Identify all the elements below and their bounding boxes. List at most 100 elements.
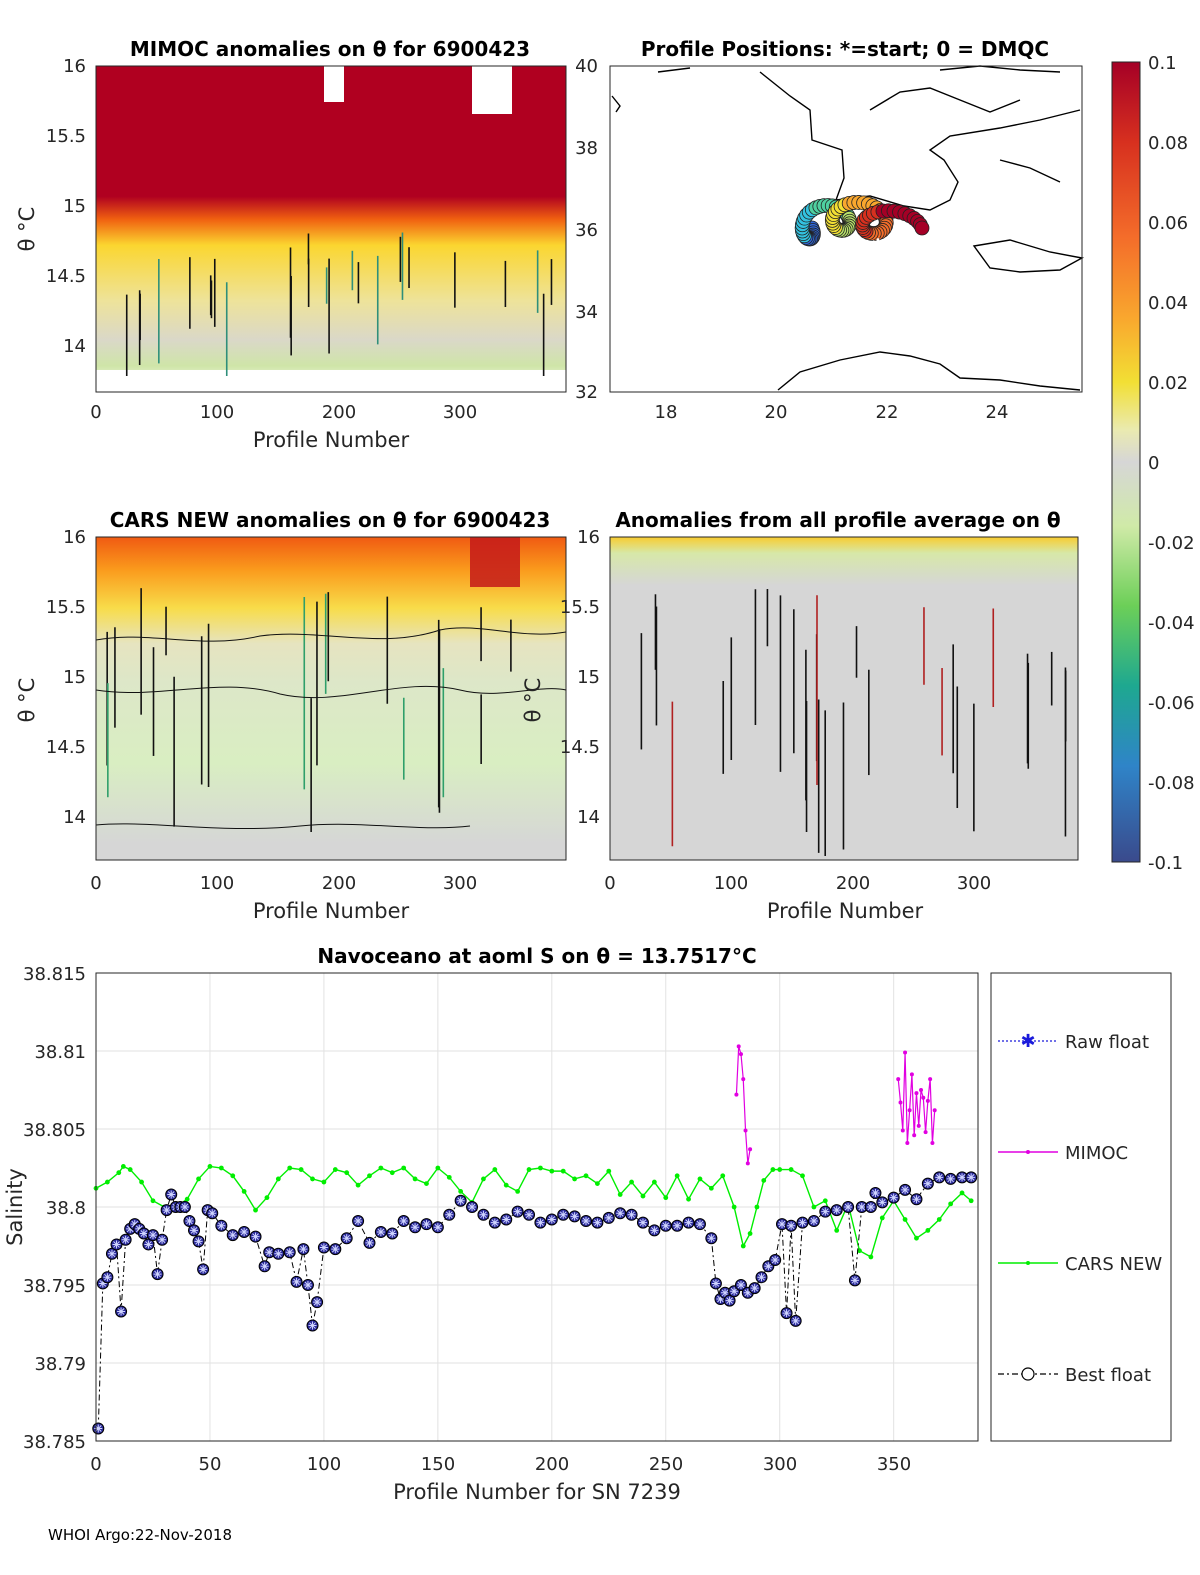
mimoc-point: [932, 1108, 937, 1113]
raw-float-point: [857, 1203, 866, 1211]
cars-new-point: [747, 1231, 753, 1236]
cars-new-point: [948, 1201, 954, 1207]
legend-label: CARS NEW: [1065, 1254, 1162, 1275]
cars-new-point: [572, 1176, 578, 1182]
mimoc-xlabel: Profile Number: [253, 428, 410, 452]
cars-ytick: 14.5: [46, 737, 86, 758]
mimoc-ytick: 14.5: [46, 266, 86, 287]
cars-new-point: [583, 1173, 589, 1179]
salinity-xtick: 350: [877, 1454, 911, 1475]
cars-new-point: [515, 1189, 521, 1194]
average-xtick: 200: [836, 873, 870, 894]
average-xtick: 300: [957, 873, 991, 894]
map-ytick: 40: [575, 56, 598, 77]
colorbar-ticks: 0.1 0.08 0.06 0.04 0.02 0 -0.02 -0.04 -0…: [1148, 53, 1195, 874]
raw-float-point: [190, 1226, 198, 1235]
cars-new-point: [731, 1204, 737, 1210]
mimoc-point: [900, 1128, 905, 1133]
raw-float-point: [158, 1235, 167, 1244]
raw-float-point: [782, 1309, 791, 1318]
raw-float-point: [135, 1224, 144, 1233]
mimoc-point: [912, 1133, 917, 1138]
cars-new-point: [740, 1243, 746, 1249]
cars-new-point: [538, 1165, 543, 1171]
cars-new-point: [811, 1204, 817, 1210]
map-ytick: 34: [575, 302, 598, 323]
raw-float-point: [871, 1188, 880, 1197]
map-xtick: 18: [655, 402, 678, 423]
raw-float-point: [778, 1220, 786, 1229]
salinity-title: Navoceano at aoml S on θ = 13.7517°C: [317, 944, 756, 968]
colorbar-tick: 0.06: [1148, 213, 1188, 234]
salinity-yticks: 38.815 38.81 38.805 38.8 38.795 38.79 38…: [23, 964, 86, 1453]
raw-float-point: [490, 1218, 499, 1227]
mimoc-point: [745, 1161, 750, 1166]
mimoc-point: [896, 1077, 901, 1082]
legend-box: [990, 972, 1172, 1442]
raw-float-point: [844, 1203, 853, 1211]
salinity-xtick: 50: [199, 1454, 222, 1475]
colorbar-tick: 0.04: [1148, 293, 1188, 314]
cars-new-point: [264, 1195, 270, 1201]
raw-float-point: [342, 1234, 351, 1243]
legend-label: MIMOC: [1065, 1143, 1128, 1164]
raw-float-point: [180, 1203, 189, 1211]
colorbar-tick: -0.1: [1148, 853, 1183, 874]
cars-new-point: [218, 1165, 224, 1171]
salinity-axes: [95, 972, 979, 1442]
mimoc-point: [743, 1128, 748, 1133]
cars-new-point: [120, 1164, 126, 1169]
colorbar-tick: 0.02: [1148, 373, 1188, 394]
cars-new-point: [287, 1165, 293, 1171]
cars-new-point: [458, 1189, 464, 1194]
cars-new-point: [770, 1167, 776, 1172]
legend-best-float: Best float: [998, 1365, 1151, 1386]
raw-float-point: [695, 1220, 704, 1229]
cars-new-point: [674, 1173, 680, 1179]
cars-new-point: [378, 1165, 384, 1171]
cars-new-point: [253, 1207, 258, 1213]
raw-float-point: [593, 1218, 602, 1227]
raw-float-point: [399, 1217, 408, 1226]
raw-float-point: [536, 1218, 545, 1227]
raw-float-point: [265, 1248, 274, 1257]
mimoc-xtick: 200: [322, 402, 356, 423]
cars-new-point: [424, 1181, 429, 1186]
map-xtick: 22: [876, 402, 899, 423]
raw-float-point: [616, 1209, 625, 1218]
mimoc-gap: [324, 66, 344, 102]
cars-new-point: [298, 1167, 304, 1172]
raw-float-point: [736, 1281, 745, 1289]
raw-float-point: [144, 1240, 153, 1249]
raw-float-point: [721, 1288, 730, 1297]
cars-new-point: [697, 1176, 703, 1182]
cars-new-point: [196, 1176, 201, 1182]
cars-new-point: [754, 1204, 760, 1210]
raw-float-point: [107, 1249, 116, 1258]
dot-marker-icon: [1026, 1150, 1030, 1154]
raw-float-point: [730, 1287, 739, 1296]
best-float-series: [92, 1171, 978, 1435]
cars-new-point: [127, 1167, 133, 1172]
cars-axes: [95, 536, 567, 861]
raw-float-point: [547, 1215, 556, 1224]
raw-float-point: [935, 1173, 944, 1182]
profile-position: [914, 220, 930, 236]
raw-float-point: [725, 1296, 734, 1305]
cars-new-series: [93, 1164, 974, 1260]
raw-float-point: [274, 1249, 283, 1258]
raw-float-point: [757, 1273, 766, 1282]
mimoc-axes: [95, 65, 567, 393]
raw-float-point: [502, 1215, 511, 1224]
mimoc-point: [930, 1141, 935, 1146]
mimoc-point: [898, 1100, 903, 1105]
salinity-xlabel: Profile Number for SN 7239: [393, 1480, 681, 1504]
raw-float-point: [750, 1284, 759, 1293]
cars-new-point: [640, 1193, 646, 1199]
cars-new-point: [720, 1173, 726, 1179]
map-xtick: 24: [986, 402, 1009, 423]
raw-float-point: [167, 1190, 176, 1199]
raw-float-point: [878, 1198, 887, 1207]
raw-float-point: [98, 1279, 107, 1288]
map-title: Profile Positions: *=start; 0 = DMQC: [641, 37, 1049, 61]
